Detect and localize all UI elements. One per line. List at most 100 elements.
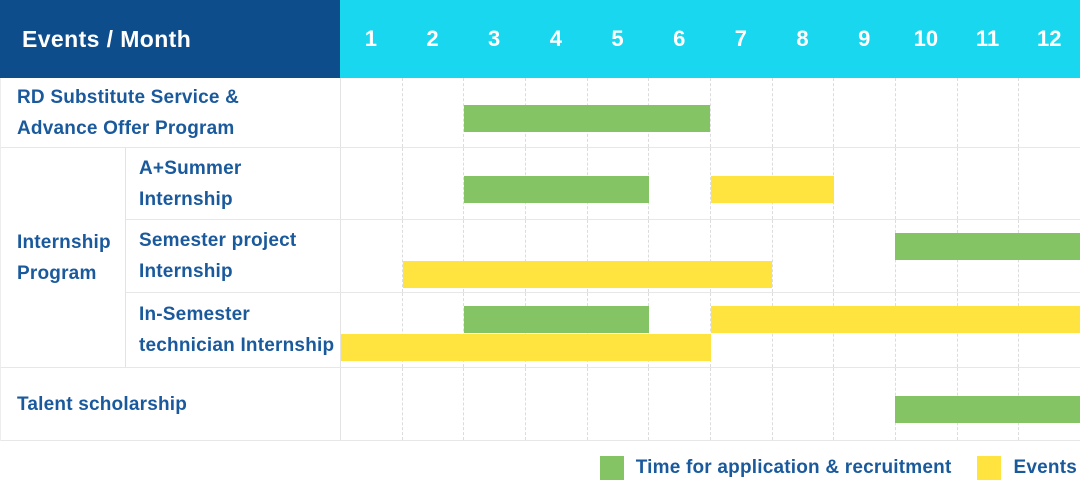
month-gridline: [588, 368, 650, 440]
a-plus-summer-bar-events: [710, 176, 834, 203]
header-row: Events / Month 1 2 3 4 5 6 7 8 9 10 11 12: [0, 0, 1080, 78]
talent-scholarship-label: Talent scholarship: [1, 368, 341, 440]
group-label-line: Internship: [17, 231, 111, 253]
in-semester-technician-label-line: In-Semester: [139, 304, 250, 325]
month-gridline: [403, 78, 465, 147]
month-gridline: [1019, 148, 1080, 219]
rd-substitute-label-line: RD Substitute Service &: [17, 86, 240, 108]
month-gridline: [773, 368, 835, 440]
table-row-talent-scholarship: Talent scholarship: [1, 368, 1080, 441]
month-gridline: [403, 293, 465, 367]
semester-project-label-line: Internship: [139, 261, 233, 282]
page-title: Events / Month: [22, 25, 192, 52]
month-header-5: 5: [611, 26, 624, 51]
month-gridline: [341, 368, 403, 440]
month-gridline: [341, 293, 403, 367]
month-gridline: [711, 220, 773, 292]
legend-item-application: Time for application & recruitment: [599, 456, 952, 480]
month-gridline: [1019, 78, 1080, 147]
legend-item-events: Events: [977, 456, 1077, 480]
month-gridline: [341, 78, 403, 147]
month-gridline: [464, 368, 527, 440]
month-gridline: [649, 148, 712, 219]
month-gridline: [958, 148, 1020, 219]
in-semester-technician-label: In-Semester technician Internship: [126, 293, 341, 367]
semester-project-bar-events: [402, 261, 773, 288]
month-gridline: [403, 220, 465, 292]
in-semester-technician-timeline: [341, 293, 1080, 367]
month-gridlines: [341, 78, 1080, 147]
a-plus-summer-label-line: A+Summer: [139, 157, 242, 179]
a-plus-summer-label: A+Summer Internship: [126, 148, 341, 219]
legend-label-events: Events: [1013, 457, 1077, 478]
month-gridline: [588, 220, 650, 292]
table-body: RD Substitute Service & Advance Offer Pro…: [0, 78, 1080, 441]
month-gridline: [526, 368, 588, 440]
month-gridline: [649, 368, 712, 440]
month-gridline: [403, 148, 465, 219]
month-header-9: 9: [858, 26, 871, 51]
month-gridline: [834, 368, 897, 440]
month-gridline: [403, 368, 465, 440]
month-gridline: [711, 78, 773, 147]
month-header-4: 4: [549, 26, 562, 51]
month-gridline: [834, 78, 897, 147]
month-gridline: [649, 220, 712, 292]
month-header-3: 3: [488, 26, 501, 51]
group-rows: A+Summer Internship Semester project Intern…: [126, 148, 1080, 367]
legend: Time for application & recruitment Event…: [0, 441, 1080, 494]
month-gridline: [834, 148, 897, 219]
month-header-12: 12: [1036, 26, 1062, 51]
legend-label-application: Time for application & recruitment: [635, 457, 952, 478]
semester-project-timeline: [341, 220, 1080, 292]
table-row-a-plus-summer: A+Summer Internship: [126, 148, 1080, 220]
talent-scholarship-timeline: [341, 368, 1080, 440]
month-header-row: 1 2 3 4 5 6 7 8 9 10 11 12: [340, 0, 1080, 78]
month-gridline: [834, 220, 897, 292]
month-gridline: [464, 220, 527, 292]
group-label: Internship Program: [1, 148, 126, 367]
month-header-8: 8: [796, 26, 809, 51]
rd-substitute-timeline: [341, 78, 1080, 147]
header-title-cell: Events / Month: [0, 0, 340, 78]
month-gridline: [896, 78, 958, 147]
application-swatch-icon: [599, 456, 624, 480]
rd-substitute-bar-application: [464, 105, 711, 132]
in-semester-technician-bar-events: [341, 334, 711, 361]
a-plus-summer-timeline: [341, 148, 1080, 219]
table-row-rd-substitute: RD Substitute Service & Advance Offer Pro…: [1, 78, 1080, 148]
month-gridline: [773, 220, 835, 292]
month-header-2: 2: [426, 26, 439, 51]
month-header-10: 10: [913, 26, 939, 51]
table-row-in-semester-technician: In-Semester technician Internship: [126, 293, 1080, 367]
month-gridline: [773, 148, 835, 219]
a-plus-summer-label-line: Internship: [139, 188, 233, 210]
month-header-7: 7: [734, 26, 747, 51]
month-header-11: 11: [975, 26, 1000, 51]
talent-scholarship-bar-application: [895, 396, 1080, 423]
rd-substitute-label-line: Advance Offer Program: [17, 117, 235, 139]
month-gridline: [896, 148, 958, 219]
talent-scholarship-label-line: Talent scholarship: [17, 393, 188, 415]
rd-substitute-label: RD Substitute Service & Advance Offer Pro…: [1, 78, 341, 147]
semester-project-label: Semester project Internship: [126, 220, 341, 292]
a-plus-summer-bar-application: [464, 176, 649, 203]
month-gridline: [711, 368, 773, 440]
month-header-1: 1: [364, 26, 377, 51]
semester-project-bar-application: [895, 233, 1080, 260]
semester-project-label-line: Semester project: [139, 230, 297, 251]
table-row-group: Internship Program A+Summer Internship Semes…: [1, 148, 1080, 368]
month-header-6: 6: [673, 26, 686, 51]
month-gridline: [341, 220, 403, 292]
in-semester-technician-bar-events: [710, 306, 1080, 333]
in-semester-technician-bar-application: [464, 306, 649, 333]
month-gridline: [526, 220, 588, 292]
in-semester-technician-label-line: technician Internship: [139, 335, 335, 356]
month-gridline: [958, 78, 1020, 147]
table-row-semester-project: Semester project Internship: [126, 220, 1080, 293]
month-gridline: [341, 148, 403, 219]
month-gridline: [649, 78, 712, 147]
group-label-line: Program: [17, 262, 97, 284]
month-gridline: [773, 78, 835, 147]
